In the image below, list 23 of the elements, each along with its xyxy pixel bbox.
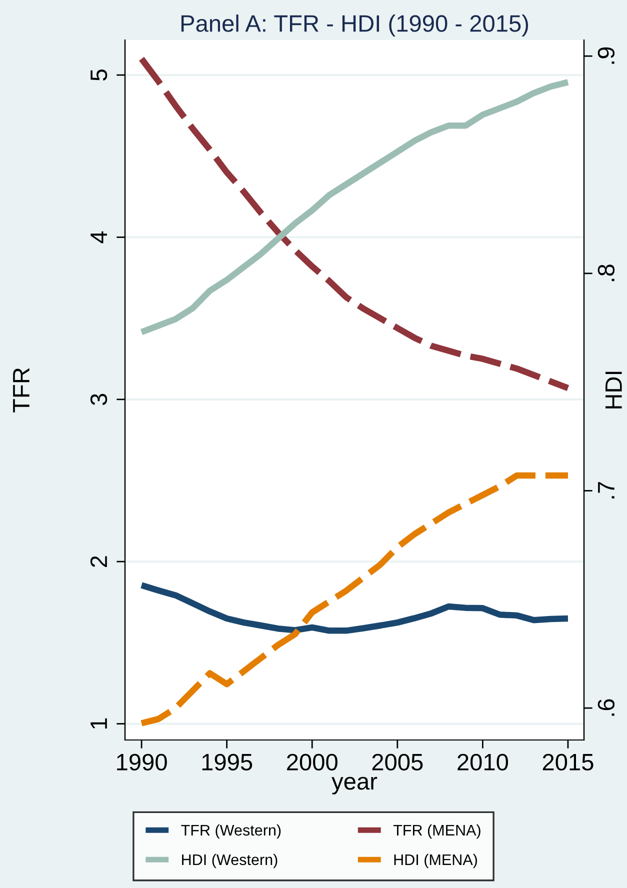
y2-axis-title: HDI [606,372,622,408]
legend-label: TFR (Western) [181,824,281,839]
y-tick-label: 2 [90,556,107,567]
legend-label: TFR (MENA) [393,824,480,839]
x-tick-label: 2015 [542,754,594,771]
legend-label: HDI (MENA) [394,854,477,868]
x-tick-label: 2005 [372,754,423,771]
x-axis-title: year [332,776,378,794]
x-tick-label: 2000 [287,754,338,771]
x-tick-label: 1990 [117,754,167,771]
y2-tick-label: .6 [598,699,615,716]
x-tick-label: 2010 [458,754,508,771]
y2-tick-label: .8 [598,264,615,282]
legend-label: HDI (Western) [182,854,278,868]
y-tick-label: 4 [90,231,107,244]
y2-tick-label: .7 [598,482,614,498]
y2-tick-label: .9 [598,47,615,64]
y-axis-title: TFR [13,368,30,412]
chart-title: Panel A: TFR - HDI (1990 - 2015) [181,14,528,37]
y-tick-label: 1 [90,718,107,729]
x-tick-label: 1995 [202,754,252,771]
y-tick-label: 3 [90,394,108,406]
y-tick-label: 5 [90,69,108,81]
